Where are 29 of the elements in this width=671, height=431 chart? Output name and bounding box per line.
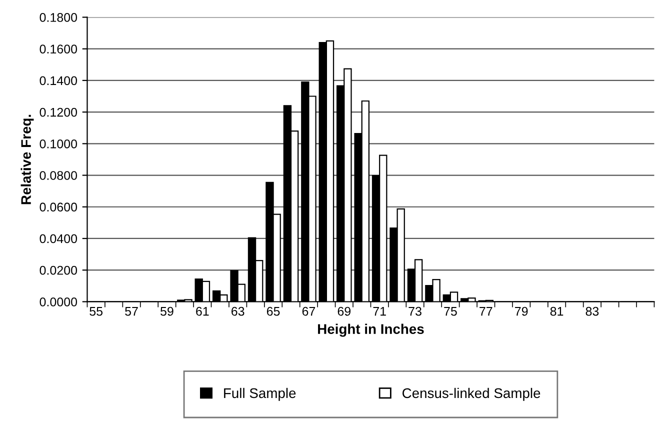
y-tick-label: 0.0400: [40, 234, 78, 244]
x-tick-label: 55: [90, 307, 103, 316]
y-tick-label: 0.0000: [40, 298, 78, 306]
x-axis-title: Height in Inches: [318, 324, 424, 337]
y-tick-label: 0.1400: [40, 76, 78, 86]
y-tick-label: 0.1600: [40, 44, 78, 54]
x-tick-label: 75: [444, 307, 457, 316]
legend-label: Full Sample: [224, 388, 296, 401]
x-tick-label: 59: [160, 306, 174, 316]
legend-label: Census-linked Sample: [402, 388, 540, 401]
x-tick-label: 65: [266, 306, 280, 316]
x-tick-label: 57: [125, 307, 138, 316]
y-tick-label: 0.1200: [40, 108, 78, 117]
x-tick-label: 69: [338, 306, 351, 316]
x-tick-label: 79: [515, 306, 528, 316]
x-tick-label: 81: [550, 306, 564, 316]
x-tick-label: 67: [302, 306, 316, 316]
y-tick-label: 0.0800: [40, 171, 78, 180]
x-tick-label: 61: [196, 306, 209, 316]
x-tick-label: 71: [373, 307, 386, 316]
y-tick-label: 0.0600: [40, 202, 78, 212]
x-tick-label: 63: [232, 306, 244, 316]
y-tick-label: 0.0200: [40, 266, 78, 275]
y-axis-title: Relative Freq.: [20, 114, 34, 204]
y-tick-label: 0.1800: [40, 13, 78, 22]
x-tick-label: 77: [480, 307, 492, 316]
x-tick-label: 83: [586, 306, 599, 316]
y-tick-label: 0.1000: [40, 139, 78, 148]
x-tick-label: 73: [408, 306, 422, 316]
